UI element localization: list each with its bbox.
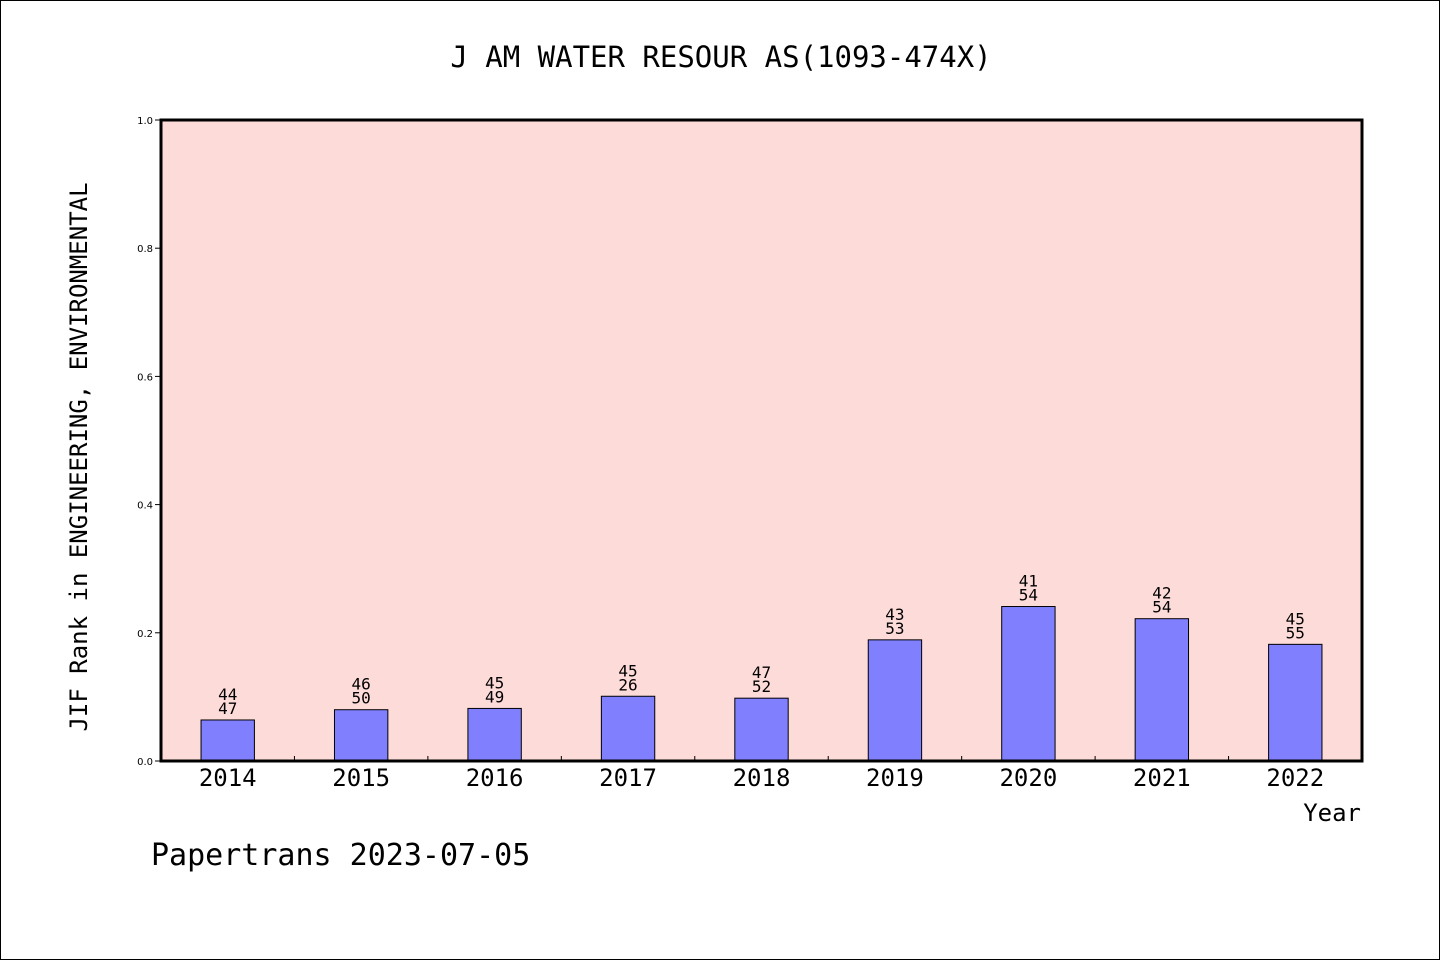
bar-total-label: 49 [485,687,504,706]
bars [200,606,1323,762]
bar-rank-label: 45 [1286,609,1305,628]
bar-rank-label: 41 [1019,572,1038,591]
bar-2016 [467,707,522,762]
y-axis-label: JIF Rank in ENGINEERING, ENVIRONMENTAL [65,182,93,731]
bar-2018 [734,697,789,762]
bar-2021 [1134,618,1190,762]
bar-total-label: 55 [1286,623,1305,642]
bar-total-label: 54 [1152,598,1171,617]
bar-total-label: 54 [1019,586,1038,605]
footer-credit: Papertrans 2023-07-05 [151,838,530,873]
x-tick-label: 2018 [733,764,791,792]
bar-2022 [1268,643,1323,762]
plot-border [159,118,1364,763]
x-tick-label: 2016 [466,764,524,792]
y-tick-label: 1.0 [137,116,153,127]
y-tick-label: 0.2 [137,629,153,640]
x-tick-label: 2019 [866,764,924,792]
x-axis-label: Year [1303,799,1361,827]
bar-rank-label: 47 [752,663,771,682]
x-tick-label: 2015 [332,764,390,792]
bar-2014 [200,719,255,762]
bar-2015 [333,709,389,762]
bar-rank-label: 45 [618,661,637,680]
y-axis-ticks: 0.0 0.2 0.4 0.6 0.8 1.0 [137,116,161,768]
bar-total-label: 53 [885,619,904,638]
bar-rank-label: 42 [1152,584,1171,603]
bar-total-label: 50 [352,689,371,708]
x-tick-label: 2017 [599,764,657,792]
bar-rank-label: 43 [885,605,904,624]
bar-rank-label: 44 [218,685,237,704]
x-tick-label: 2020 [999,764,1057,792]
x-axis-tick-labels: 2014 2015 2016 2017 2018 2019 2020 2021 2022 [199,764,1324,792]
y-tick-label: 0.0 [137,757,153,768]
y-tick-label: 0.6 [137,372,153,383]
bar-rank-label: 45 [485,673,504,692]
chart-title: J AM WATER RESOUR AS(1093-474X) [450,40,991,74]
x-tick-label: 2021 [1133,764,1191,792]
bar-total-label: 26 [618,675,637,694]
x-tick-label: 2022 [1266,764,1324,792]
bar-2020 [1001,606,1056,762]
bar-total-label: 47 [218,699,237,718]
bar-2019 [867,639,923,762]
y-tick-label: 0.4 [137,501,153,512]
bar-rank-label: 46 [352,675,371,694]
x-tick-label: 2014 [199,764,257,792]
bar-2017 [600,695,656,762]
bar-total-label: 52 [752,677,771,696]
y-tick-label: 0.8 [137,244,153,255]
